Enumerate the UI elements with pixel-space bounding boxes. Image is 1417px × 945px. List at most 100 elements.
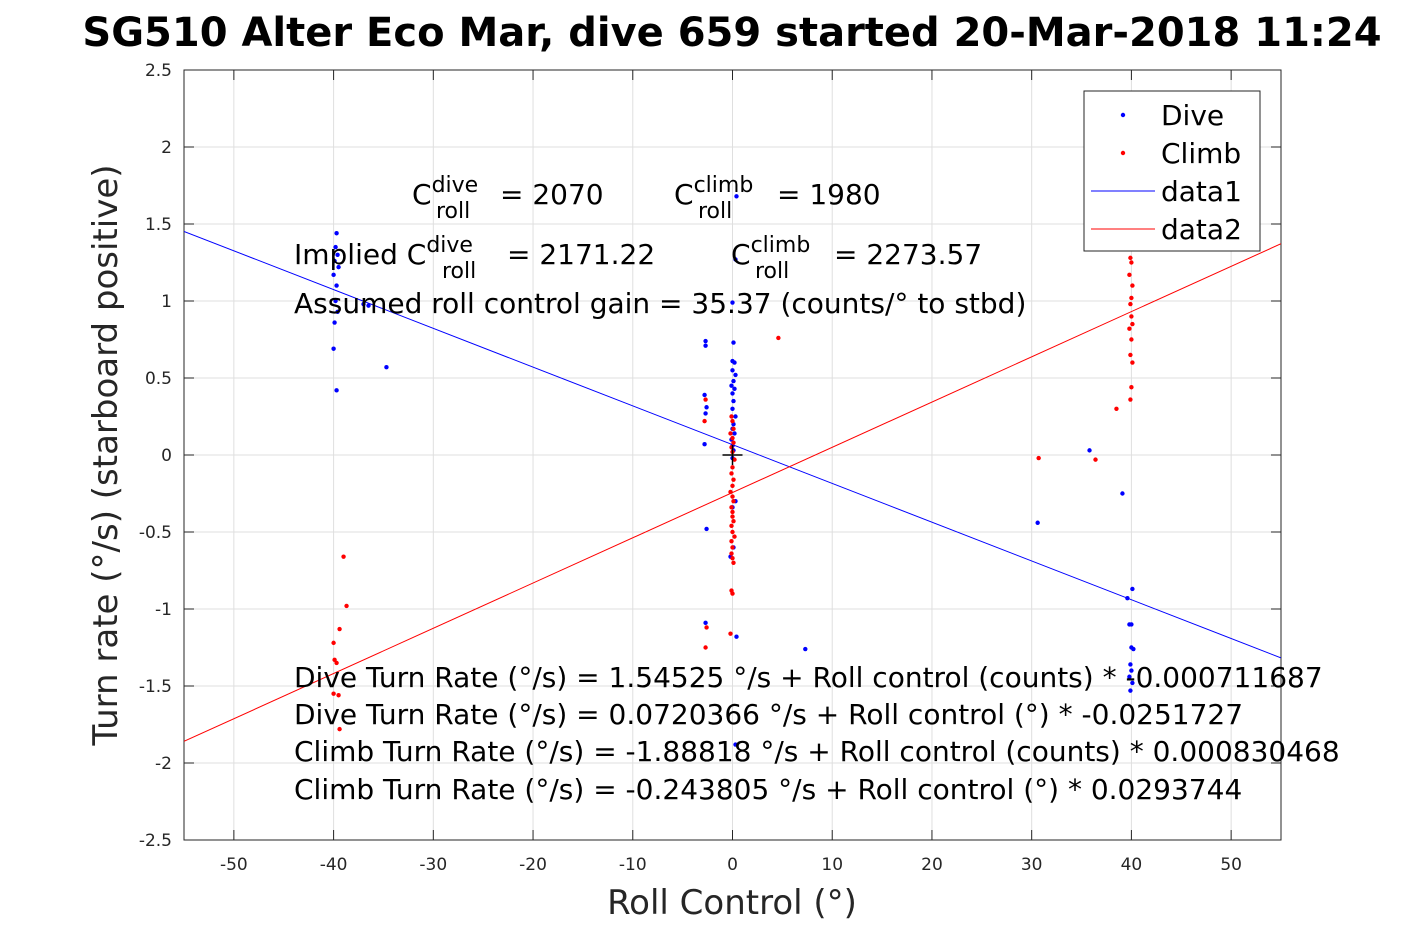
climb-point xyxy=(703,397,708,402)
implied-c-roll-dive: Implied Cdive roll= 2171.22 xyxy=(294,233,655,284)
dive-point xyxy=(730,406,735,411)
origin-marker xyxy=(722,445,743,465)
equation-1: Dive Turn Rate (°/s) = 1.54525 °/s + Rol… xyxy=(294,661,1323,694)
y-tick-label: 2 xyxy=(161,138,172,158)
climb-point xyxy=(334,660,339,666)
climb-point xyxy=(729,471,734,476)
dive-point xyxy=(1125,596,1130,601)
y-tick-label: 1 xyxy=(161,292,172,312)
y-tick-label: -2 xyxy=(155,754,172,774)
climb-point xyxy=(730,529,735,535)
dive-point xyxy=(732,360,737,365)
climb-point xyxy=(1130,321,1135,327)
climb-point xyxy=(732,534,737,539)
climb-point xyxy=(729,551,734,556)
y-tick-label: 0.5 xyxy=(145,369,172,389)
x-tick-label: -10 xyxy=(619,855,647,875)
climb-point xyxy=(1129,385,1134,390)
climb-point xyxy=(704,625,709,630)
climb-point xyxy=(341,554,346,559)
dive-point xyxy=(704,526,709,532)
equation-2: Dive Turn Rate (°/s) = 0.0720366 °/s + R… xyxy=(294,698,1243,731)
y-axis-ticks: -2.5 -2 -1.5 -1 -0.5 0 0.5 1 1.5 2 2.5 xyxy=(139,61,1281,851)
climb-point xyxy=(1128,397,1133,402)
dive-point xyxy=(702,442,707,447)
climb-point xyxy=(731,440,736,445)
climb-point xyxy=(731,560,736,565)
annotations: Cdive roll= 2070 Cclimb roll= 1980 Implied… xyxy=(294,173,1340,806)
y-tick-label: -0.5 xyxy=(139,523,172,543)
climb-point xyxy=(730,418,735,424)
x-tick-label: 0 xyxy=(727,855,738,875)
implied-c-roll-climb: Cclimb roll= 2273.57 xyxy=(731,233,982,284)
dive-point xyxy=(1128,688,1133,693)
climb-point xyxy=(1036,455,1041,461)
climb-point xyxy=(729,505,734,510)
dive-point xyxy=(334,231,339,236)
dive-point xyxy=(731,398,736,404)
dive-point xyxy=(729,383,734,388)
dive-point xyxy=(730,368,735,373)
x-tick-label: -20 xyxy=(519,855,547,875)
y-tick-label: -2.5 xyxy=(139,831,172,851)
dive-point xyxy=(333,244,338,250)
x-axis-label: Roll Control (°) xyxy=(607,883,857,923)
legend-dive-label: Dive xyxy=(1161,99,1224,132)
dive-point xyxy=(331,272,336,278)
dive-point xyxy=(334,388,339,393)
climb-point xyxy=(731,477,736,482)
climb-point xyxy=(337,726,342,732)
dive-point xyxy=(734,634,739,639)
legend-data1-label: data1 xyxy=(1161,175,1242,208)
legend-box xyxy=(1083,90,1261,252)
climb-point xyxy=(730,509,735,515)
climb-point xyxy=(703,645,708,650)
dive-point xyxy=(384,365,389,370)
climb-point xyxy=(1093,457,1098,462)
climb-point xyxy=(1129,337,1134,342)
climb-point xyxy=(702,418,707,424)
equation-3: Climb Turn Rate (°/s) = -1.88818 °/s + R… xyxy=(294,735,1340,768)
climb-point xyxy=(730,555,735,561)
legend-dive-marker xyxy=(1120,112,1126,118)
climb-point xyxy=(1129,314,1134,319)
dive-point xyxy=(703,620,708,626)
dive-point xyxy=(1035,520,1040,525)
plot-area xyxy=(183,69,1282,841)
y-tick-label: 2.5 xyxy=(145,61,172,81)
y-axis-label: Turn rate (°/s) (starboard positive) xyxy=(86,164,126,746)
c-roll-climb: Cclimb roll= 1980 xyxy=(674,173,881,224)
dive-point xyxy=(731,378,736,384)
dive-point xyxy=(1120,491,1125,496)
y-tick-label: 0 xyxy=(161,446,172,466)
roll-gain-text: Assumed roll control gain = 35.37 (count… xyxy=(294,287,1026,320)
climb-point xyxy=(730,483,735,488)
climb-point xyxy=(730,514,735,519)
climb-point xyxy=(336,693,341,698)
climb-point xyxy=(728,431,733,436)
climb-point xyxy=(1130,283,1135,288)
dive-point xyxy=(704,405,709,410)
dive-point xyxy=(731,340,736,345)
dive-point xyxy=(733,414,738,419)
dive-point xyxy=(1129,622,1134,627)
data-points xyxy=(331,194,1136,747)
climb-point xyxy=(1128,301,1133,307)
climb-point xyxy=(1129,295,1134,301)
y-tick-label: 1.5 xyxy=(145,215,172,235)
dive-point xyxy=(334,283,339,288)
dive-point xyxy=(703,411,708,416)
y-tick-label: -1.5 xyxy=(139,677,172,697)
dive-point xyxy=(335,252,340,257)
dive-point xyxy=(1128,662,1133,667)
y-tick-label: -1 xyxy=(155,600,172,620)
climb-point xyxy=(730,591,735,596)
x-tick-label: -40 xyxy=(320,855,348,875)
dive-point xyxy=(366,303,371,308)
dive-point xyxy=(336,264,341,270)
dive-point xyxy=(333,298,338,304)
climb-point xyxy=(731,499,736,504)
dive-point xyxy=(703,343,708,348)
climb-point xyxy=(731,519,736,524)
dive-point xyxy=(1130,680,1135,686)
